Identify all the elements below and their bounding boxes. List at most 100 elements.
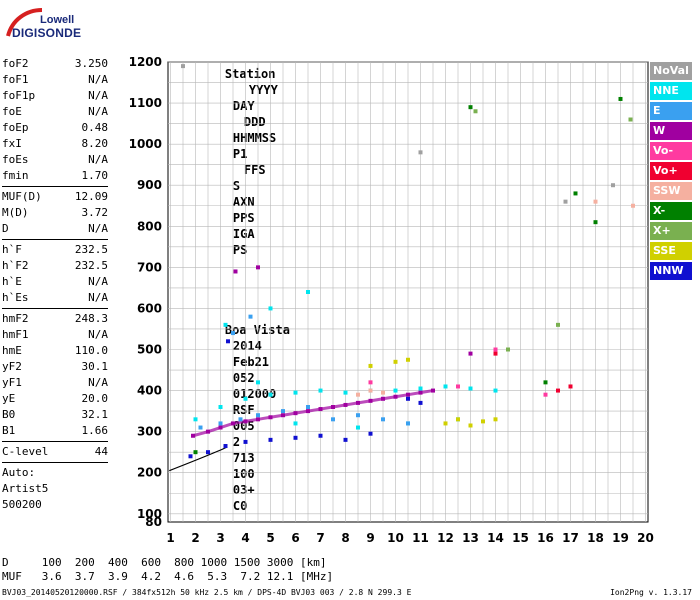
echo-point-e — [281, 409, 285, 414]
legend-item: Vo+ — [650, 162, 692, 180]
x-tick-label: 20 — [637, 531, 654, 545]
echo-point-w — [331, 405, 335, 409]
echo-point-w — [231, 421, 235, 426]
header-label-p1: P1 — [232, 147, 248, 161]
footer-muf-row: MUF 3.6 3.7 3.9 4.2 4.6 5.3 7.2 12.1 [MH… — [2, 570, 334, 583]
chart-legend: NoVal NNE E W Vo- Vo+ SSW X- X+ SSE NNW — [650, 62, 692, 282]
x-tick-label: 3 — [216, 531, 224, 545]
echo-point-x — [473, 109, 478, 114]
header-label-ffs: FFS — [243, 163, 266, 177]
station-header: Station YYYY DAY DDD HHMMSS P1 FFS S AXN… — [196, 18, 290, 546]
echo-point-nnw — [226, 339, 230, 344]
scaled-parameters-panel: foF2 3.250 foF1 N/A foF1p N/A foE N/A foEp 0.48 fx… — [2, 56, 108, 513]
echo-point-w — [381, 396, 385, 401]
legend-item: E — [650, 102, 692, 120]
echo-point-e — [238, 417, 243, 422]
param-row: yF1 N/A — [2, 375, 108, 391]
echo-point-w — [281, 413, 285, 418]
x-tick-label: 1 — [166, 531, 174, 545]
echo-point-noval — [418, 150, 423, 155]
echo-point-nne — [243, 396, 248, 401]
param-value: 1.70 — [81, 169, 109, 182]
header-label-station: Station — [224, 67, 276, 81]
y-tick-label: 400 — [137, 384, 162, 398]
echo-point-nne — [256, 380, 260, 385]
x-tick-label: 8 — [341, 531, 349, 545]
param-value: N/A — [88, 105, 108, 118]
echo-point-x — [618, 96, 623, 101]
f2-trace-line — [192, 389, 434, 438]
y-tick-label: 900 — [137, 178, 162, 192]
legend-item: Vo- — [650, 142, 692, 160]
echo-point-e — [306, 405, 310, 409]
echo-point-x — [573, 191, 578, 196]
params-group-virtual-heights: h`F 232.5 h`F2 232.5 h`E N/A h`Es N/A — [2, 242, 108, 306]
y-tick-label: 800 — [137, 219, 162, 233]
echo-point-nne — [223, 322, 228, 327]
param-row: fxI 8.20 — [2, 136, 108, 152]
y-tick-label: 600 — [137, 301, 162, 315]
chart-grid — [167, 61, 649, 523]
header-value-ddd: 052 — [232, 371, 255, 385]
param-value: 1.66 — [81, 424, 109, 437]
param-name: h`F — [2, 243, 22, 256]
echo-point-e — [198, 425, 203, 430]
divider — [2, 239, 108, 240]
echo-point-w — [468, 351, 473, 356]
param-value: N/A — [88, 291, 108, 304]
param-name: foF1p — [2, 89, 36, 102]
param-row: MUF(D) 12.09 — [2, 189, 108, 205]
echo-point-e — [256, 413, 260, 418]
param-name: D — [2, 222, 9, 235]
param-value: 32.1 — [81, 408, 109, 421]
param-row: M(D) 3.72 — [2, 205, 108, 221]
echo-point-w — [268, 415, 273, 420]
echo-point-e — [381, 417, 385, 422]
echo-point-x — [506, 347, 510, 352]
echo-point-noval — [181, 64, 185, 69]
param-value: N/A — [88, 89, 108, 102]
echo-point-w — [431, 388, 435, 393]
header-label-hhmmss: HHMMSS — [232, 131, 277, 145]
header-label-pps: PPS — [232, 211, 255, 225]
param-name: fxI — [2, 137, 22, 150]
header-value-axn: 713 — [232, 451, 255, 465]
echo-point-w — [343, 402, 348, 407]
echo-point-nne — [493, 388, 498, 393]
y-tick-label: 300 — [137, 425, 162, 439]
x-tick-label: 17 — [562, 531, 579, 545]
echo-point-w — [306, 409, 310, 414]
param-name: M(D) — [2, 206, 29, 219]
param-value: 30.1 — [81, 360, 109, 373]
param-value: 8.20 — [81, 137, 109, 150]
param-name: h`E — [2, 275, 22, 288]
header-value-ps: C0 — [232, 499, 248, 513]
echo-point-nne — [218, 405, 223, 409]
echo-point-ssw — [631, 203, 635, 208]
echo-point-w — [356, 400, 360, 405]
param-name: B1 — [2, 424, 16, 437]
echo-point-w — [256, 265, 260, 270]
echo-point-sse — [406, 357, 410, 362]
param-name: yF2 — [2, 360, 22, 373]
echo-point-nnw — [188, 454, 193, 459]
param-value: 232.5 — [74, 259, 108, 272]
param-name: foF1 — [2, 73, 29, 86]
param-value: N/A — [88, 275, 108, 288]
param-row: foF1p N/A — [2, 88, 108, 104]
y-tick-label: 1200 — [129, 55, 162, 69]
divider — [2, 186, 108, 187]
logo-line2: DIGISONDE — [12, 26, 82, 40]
param-row: h`F 232.5 — [2, 242, 108, 258]
echo-point-w — [318, 407, 323, 412]
x-tick-label: 9 — [366, 531, 374, 545]
param-value: 0.48 — [81, 121, 109, 134]
echo-point-sse — [468, 423, 473, 428]
echo-point-x — [556, 322, 560, 327]
profile-curve — [169, 446, 228, 472]
echo-point-x — [628, 117, 633, 122]
echo-point-nnw — [418, 400, 423, 405]
param-value: 12.09 — [74, 190, 108, 203]
legend-item: SSW — [650, 182, 692, 200]
param-name: B0 — [2, 408, 16, 421]
